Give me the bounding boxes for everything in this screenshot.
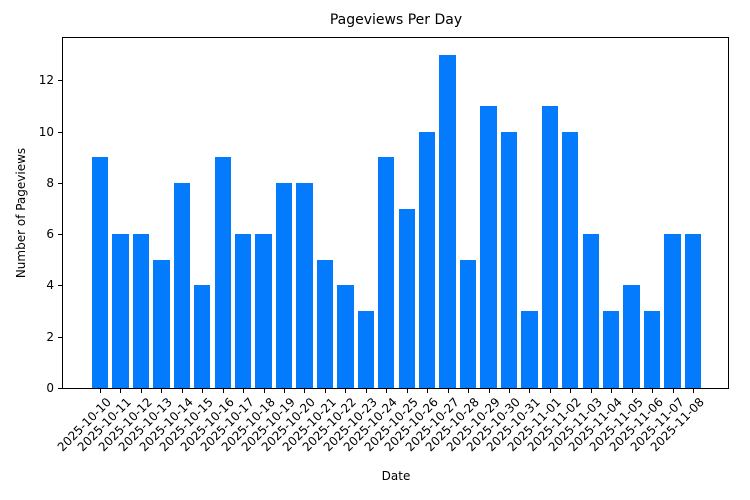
y-axis-label: Number of Pageviews bbox=[14, 147, 28, 279]
y-tick-label: 6 bbox=[46, 227, 54, 242]
bar: 13 bbox=[439, 54, 456, 388]
bar: 9 bbox=[378, 157, 395, 388]
y-tick-label: 10 bbox=[38, 124, 54, 139]
x-tick bbox=[652, 389, 654, 393]
x-tick bbox=[447, 389, 449, 393]
bar: 4 bbox=[337, 285, 354, 388]
x-tick bbox=[243, 389, 245, 393]
bar: 3 bbox=[603, 311, 620, 388]
bar: 10 bbox=[500, 131, 518, 388]
x-tick bbox=[427, 389, 429, 393]
y-tick bbox=[58, 182, 62, 184]
x-tick bbox=[100, 389, 101, 393]
bar: 6 bbox=[112, 234, 129, 388]
bar: 5 bbox=[153, 259, 170, 388]
x-tick bbox=[488, 389, 490, 393]
x-tick bbox=[468, 389, 470, 393]
bar: 6 bbox=[132, 234, 150, 388]
y-tick-label: 8 bbox=[46, 175, 54, 190]
bar: 10 bbox=[418, 131, 436, 388]
bar: 6 bbox=[255, 234, 272, 388]
x-tick bbox=[570, 389, 572, 393]
bar: 5 bbox=[316, 259, 334, 388]
x-tick bbox=[611, 389, 613, 393]
x-tick bbox=[140, 389, 142, 393]
bar: 3 bbox=[357, 311, 374, 388]
chart-title: Pageviews Per Day bbox=[329, 12, 463, 28]
x-tick bbox=[263, 389, 265, 393]
x-tick bbox=[304, 389, 306, 393]
y-tick bbox=[58, 336, 62, 338]
x-tick bbox=[284, 389, 286, 393]
x-tick bbox=[508, 389, 510, 393]
bar: 3 bbox=[521, 311, 538, 388]
x-tick bbox=[693, 389, 694, 393]
y-tick-label: 2 bbox=[46, 329, 54, 344]
y-tick bbox=[58, 388, 62, 389]
x-tick bbox=[161, 389, 163, 393]
y-tick-label: 0 bbox=[46, 381, 54, 395]
x-tick bbox=[672, 389, 674, 393]
x-tick bbox=[406, 389, 408, 393]
x-tick bbox=[222, 389, 224, 393]
y-tick bbox=[58, 234, 62, 236]
bar: 6 bbox=[582, 234, 599, 388]
bar: 9 bbox=[91, 157, 109, 388]
y-tick bbox=[58, 131, 62, 133]
y-tick bbox=[58, 285, 62, 287]
x-tick bbox=[529, 389, 531, 393]
x-tick bbox=[324, 389, 326, 393]
bar: 7 bbox=[398, 208, 415, 388]
x-tick bbox=[202, 389, 204, 393]
x-tick bbox=[365, 389, 367, 393]
x-tick bbox=[345, 389, 347, 393]
x-tick bbox=[120, 389, 122, 393]
y-tick bbox=[58, 80, 62, 82]
bar: 11 bbox=[541, 105, 559, 388]
bar: 4 bbox=[194, 285, 211, 388]
y-tick-label: 12 bbox=[38, 73, 54, 88]
x-tick bbox=[549, 389, 551, 393]
bar: 6 bbox=[684, 234, 702, 388]
bar: 8 bbox=[296, 182, 313, 388]
bar: 6 bbox=[234, 234, 252, 388]
bar: 9 bbox=[214, 157, 231, 388]
bar: 4 bbox=[623, 285, 640, 388]
bar: 6 bbox=[664, 234, 681, 388]
plot-area: 966584966885439710135111031110634366 bbox=[62, 37, 729, 389]
bar: 10 bbox=[562, 131, 579, 388]
bar: 5 bbox=[459, 259, 477, 388]
x-tick bbox=[590, 389, 592, 393]
x-tick bbox=[631, 389, 633, 393]
bar: 8 bbox=[275, 182, 293, 388]
y-tick-label: 4 bbox=[46, 278, 54, 293]
x-axis-label: Date bbox=[381, 469, 411, 483]
x-tick bbox=[181, 389, 183, 393]
x-tick bbox=[386, 389, 388, 393]
bar: 11 bbox=[480, 105, 497, 388]
bar: 8 bbox=[173, 182, 190, 388]
bar: 3 bbox=[643, 311, 661, 388]
